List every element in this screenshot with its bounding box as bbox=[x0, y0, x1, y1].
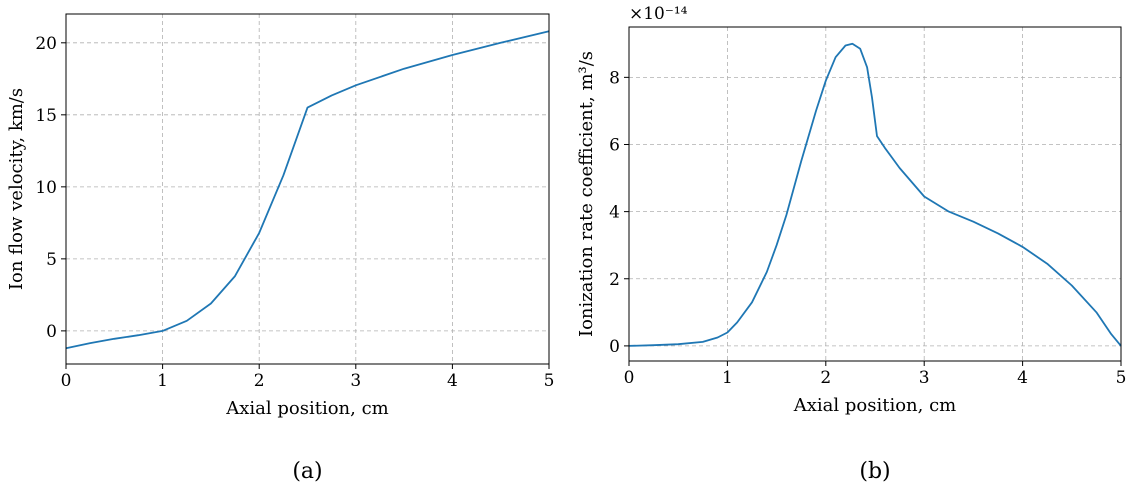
y-tick-label: 4 bbox=[609, 203, 620, 223]
a-plot-frame bbox=[65, 13, 550, 365]
y-tick-label: 0 bbox=[609, 337, 620, 357]
b-tick-marks bbox=[624, 76, 1122, 366]
x-tick-label: 5 bbox=[544, 371, 555, 391]
y-tick-label: 10 bbox=[35, 178, 57, 198]
b-panel-label: (b) bbox=[859, 459, 890, 484]
x-tick-label: 4 bbox=[1017, 368, 1028, 388]
x-tick-label: 4 bbox=[447, 371, 458, 391]
x-tick-label: 3 bbox=[919, 368, 930, 388]
a-panel-label: (a) bbox=[292, 459, 322, 484]
y-tick-label: 2 bbox=[609, 270, 620, 290]
a-tick-labels: 0 1 2 3 4 5 0 5 10 15 20 bbox=[35, 34, 554, 391]
y-tick-label: 8 bbox=[609, 68, 620, 88]
a-tick-marks bbox=[61, 42, 550, 369]
x-tick-label: 3 bbox=[350, 371, 361, 391]
series-line bbox=[65, 30, 550, 350]
x-tick-label: 0 bbox=[624, 368, 635, 388]
series-line bbox=[628, 42, 1122, 347]
b-y-axis-label: Ionization rate coefficient, m³/s bbox=[576, 51, 597, 337]
x-tick-label: 5 bbox=[1116, 368, 1127, 388]
b-plot-frame bbox=[628, 26, 1122, 362]
b-y-multiplier: ×10⁻¹⁴ bbox=[629, 4, 688, 24]
panel-a: 0 1 2 3 4 5 0 5 10 15 20 Axial position, cm Ion fl… bbox=[6, 13, 554, 484]
y-tick-label: 15 bbox=[35, 106, 57, 126]
a-x-axis-label: Axial position, cm bbox=[225, 398, 388, 419]
panel-b: 0 1 2 3 4 5 0 2 4 6 8 ×10⁻¹⁴ Axial position, cm Io… bbox=[576, 4, 1126, 484]
b-gridlines bbox=[628, 27, 1122, 361]
x-tick-label: 2 bbox=[820, 368, 831, 388]
x-tick-label: 1 bbox=[157, 371, 168, 391]
a-gridlines bbox=[65, 14, 550, 364]
b-x-axis-label: Axial position, cm bbox=[793, 395, 956, 416]
y-tick-label: 6 bbox=[609, 135, 620, 155]
y-tick-label: 20 bbox=[35, 34, 57, 54]
b-tick-labels: 0 1 2 3 4 5 0 2 4 6 8 bbox=[609, 68, 1126, 388]
a-y-axis-label: Ion flow velocity, km/s bbox=[6, 88, 27, 290]
x-tick-label: 0 bbox=[61, 371, 72, 391]
a-series bbox=[65, 30, 550, 350]
x-tick-label: 2 bbox=[254, 371, 265, 391]
x-tick-label: 1 bbox=[722, 368, 733, 388]
y-tick-label: 5 bbox=[46, 250, 57, 270]
y-tick-label: 0 bbox=[46, 322, 57, 342]
b-series bbox=[628, 42, 1122, 347]
